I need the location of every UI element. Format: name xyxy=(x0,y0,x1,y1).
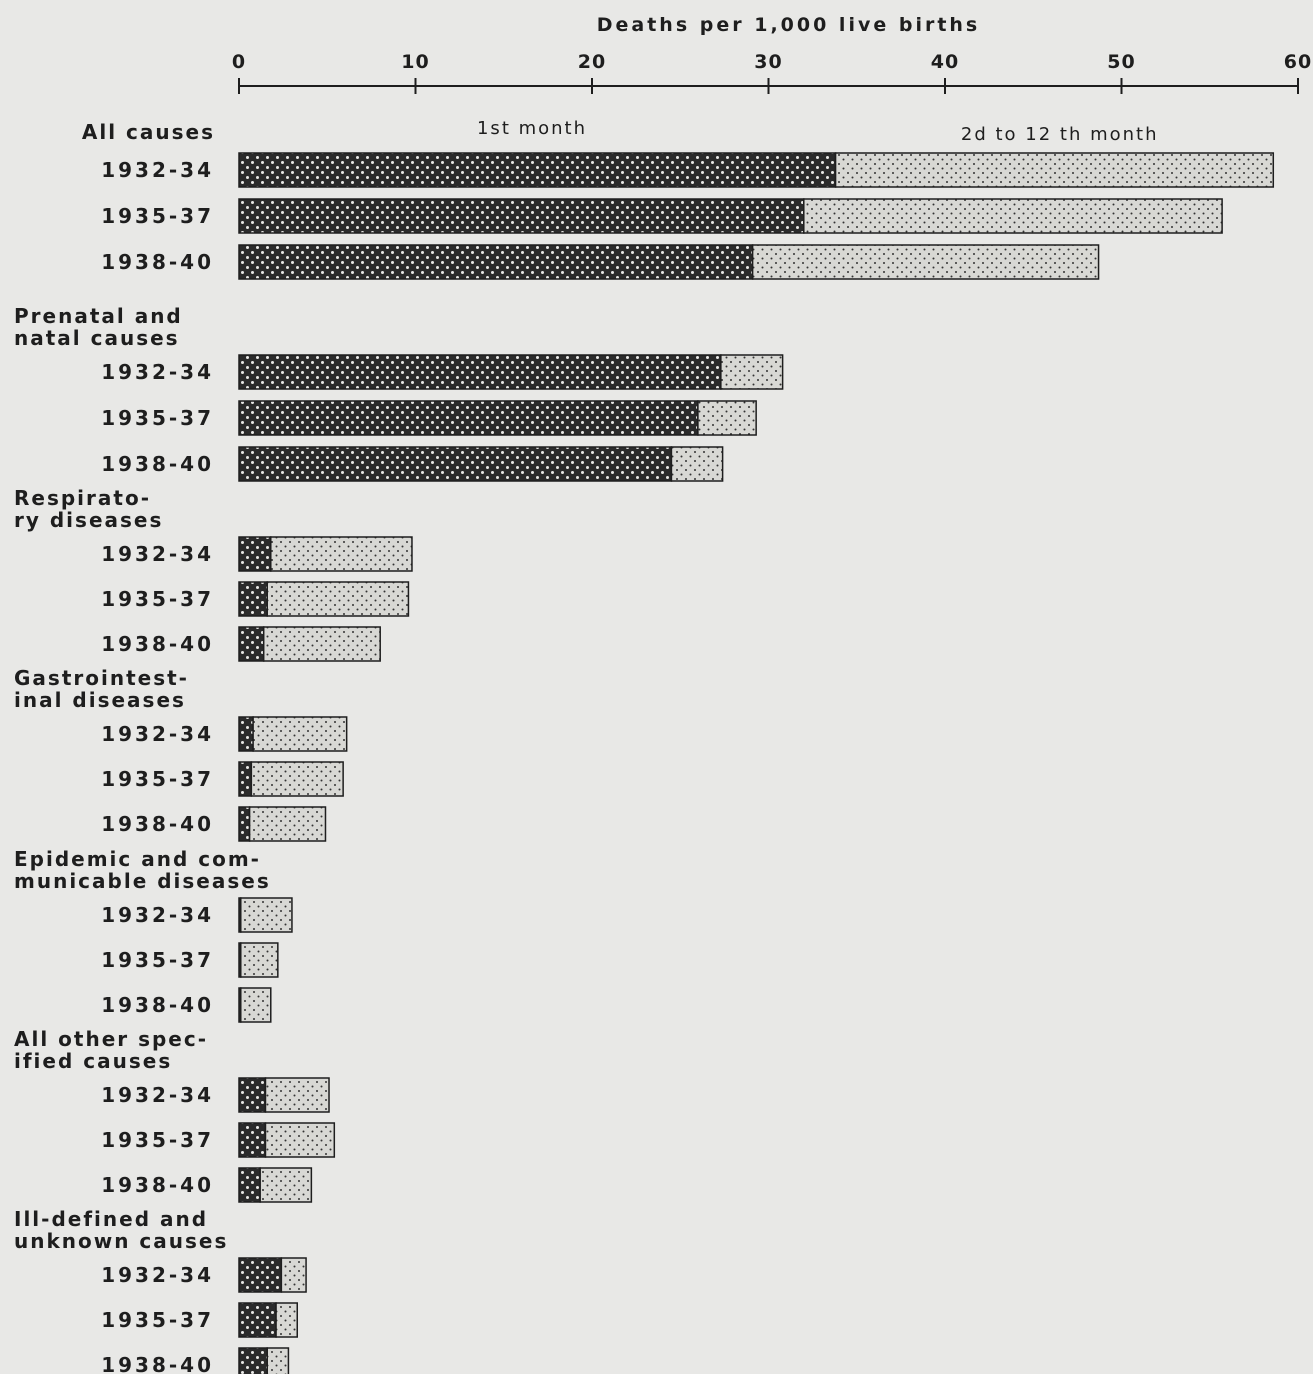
x-axis: Deaths per 1,000 live births 0 10 20 30 40 50 6… xyxy=(232,14,1312,94)
x-tick-label: 0 xyxy=(232,51,246,73)
bar-later-months xyxy=(262,626,381,662)
bar-first-month xyxy=(238,1347,268,1374)
bar-later-months xyxy=(280,1257,307,1293)
row-label: 1935-37 xyxy=(101,406,214,430)
row-label: 1932-34 xyxy=(101,722,214,746)
bar-first-month xyxy=(238,1167,261,1203)
row-label: 1938-40 xyxy=(101,812,214,836)
bar-later-months xyxy=(751,244,1100,280)
row-label: 1938-40 xyxy=(101,250,214,274)
row-label: 1935-37 xyxy=(101,948,214,972)
row-label: 1932-34 xyxy=(101,158,214,182)
bar-first-month xyxy=(238,536,272,572)
row-label: 1935-37 xyxy=(101,1128,214,1152)
bars xyxy=(238,152,1275,1374)
bar-later-months xyxy=(270,536,413,572)
row-label: 1938-40 xyxy=(101,632,214,656)
bar-first-month xyxy=(238,1122,267,1158)
bar-later-months xyxy=(803,198,1223,234)
row-label: 1932-34 xyxy=(101,1083,214,1107)
x-tick-label: 40 xyxy=(931,51,959,73)
group-label: Respirato- xyxy=(14,486,151,510)
legend-label-later-months: 2d to 12 th month xyxy=(961,124,1159,145)
group-label: Ill-defined and xyxy=(14,1207,208,1231)
x-tick-label: 30 xyxy=(754,51,782,73)
row-label: 1932-34 xyxy=(101,542,214,566)
group-label: All causes xyxy=(82,120,215,144)
bar-first-month xyxy=(238,1257,283,1293)
legend-label-first-month: 1st month xyxy=(477,118,587,139)
bar-first-month xyxy=(238,244,754,280)
bar-later-months xyxy=(720,354,784,390)
row-label: 1935-37 xyxy=(101,204,214,228)
bar-later-months xyxy=(240,897,293,933)
row-label: 1932-34 xyxy=(101,903,214,927)
bar-first-month xyxy=(238,400,699,436)
group-label: municable diseases xyxy=(14,869,271,893)
bar-later-months xyxy=(250,761,344,797)
x-tick-label: 20 xyxy=(578,51,606,73)
bar-first-month xyxy=(238,626,265,662)
x-tick-label: 60 xyxy=(1284,51,1312,73)
x-tick-label: 50 xyxy=(1107,51,1135,73)
bar-first-month xyxy=(238,581,268,617)
bar-later-months xyxy=(240,987,272,1023)
bar-later-months xyxy=(266,1347,290,1374)
row-label: 1938-40 xyxy=(101,452,214,476)
bar-later-months xyxy=(697,400,757,436)
bar-later-months xyxy=(259,1167,313,1203)
bar-first-month xyxy=(238,198,805,234)
row-label: 1935-37 xyxy=(101,587,214,611)
row-label: 1938-40 xyxy=(101,1173,214,1197)
bar-later-months xyxy=(264,1077,330,1113)
group-label: ry diseases xyxy=(14,508,163,532)
row-label: 1935-37 xyxy=(101,1308,214,1332)
bar-later-months xyxy=(264,1122,336,1158)
row-label: 1935-37 xyxy=(101,767,214,791)
bar-later-months xyxy=(670,446,724,482)
bar-first-month xyxy=(238,806,251,842)
bar-first-month xyxy=(238,152,837,188)
bar-later-months xyxy=(252,716,348,752)
legend: 1st month 2d to 12 th month xyxy=(477,118,1159,145)
bar-later-months xyxy=(248,806,327,842)
bar-first-month xyxy=(238,446,673,482)
group-label: Gastrointest- xyxy=(14,666,189,690)
bar-first-month xyxy=(238,354,722,390)
group-label: natal causes xyxy=(14,326,180,350)
row-label: 1932-34 xyxy=(101,360,214,384)
group-label: Epidemic and com- xyxy=(14,847,261,871)
bar-first-month xyxy=(238,1077,267,1113)
row-label: 1932-34 xyxy=(101,1263,214,1287)
bar-later-months xyxy=(275,1302,298,1338)
x-tick-label: 10 xyxy=(401,51,429,73)
category-labels: All causes 1932-34 1935-37 1938-40 Prenatal … xyxy=(14,120,271,1374)
bar-later-months xyxy=(240,942,279,978)
group-label: All other spec- xyxy=(14,1027,208,1051)
group-label: unknown causes xyxy=(14,1229,228,1253)
group-label: Prenatal and xyxy=(14,304,183,328)
bar-first-month xyxy=(238,1302,277,1338)
group-label: inal diseases xyxy=(14,688,186,712)
row-label: 1938-40 xyxy=(101,1353,214,1374)
group-label: ified causes xyxy=(14,1049,172,1073)
bar-first-month xyxy=(238,716,254,752)
x-axis-title: Deaths per 1,000 live births xyxy=(597,14,981,36)
bar-first-month xyxy=(238,761,253,797)
row-label: 1938-40 xyxy=(101,993,214,1017)
bar-later-months xyxy=(266,581,410,617)
bar-later-months xyxy=(834,152,1275,188)
